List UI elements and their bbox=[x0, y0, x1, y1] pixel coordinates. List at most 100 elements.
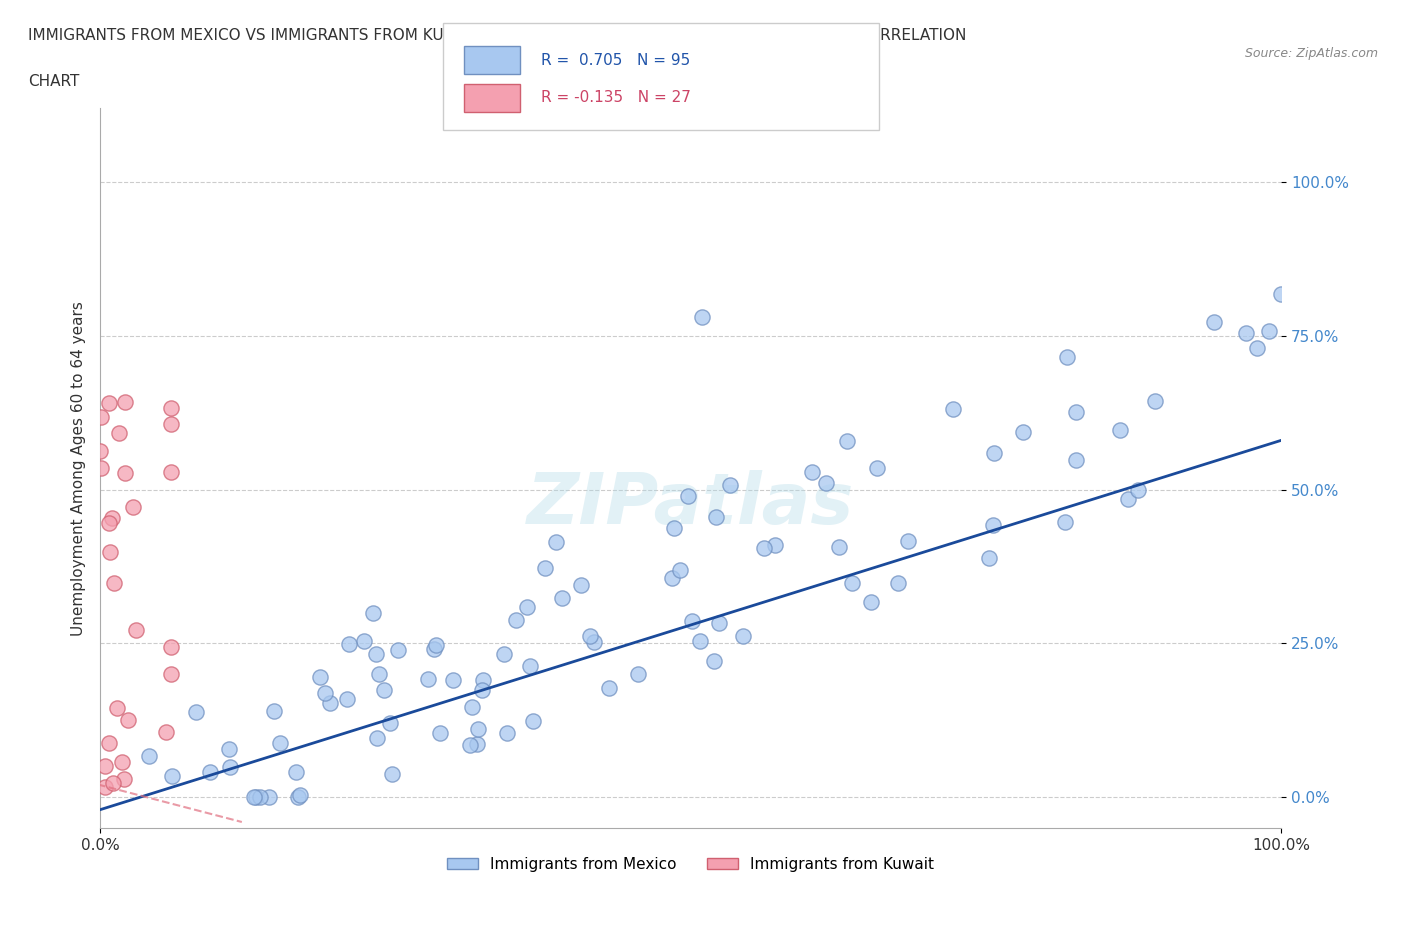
Immigrants from Mexico bbox=[467, 722, 489, 737]
Immigrants from Kuwait bbox=[114, 466, 136, 481]
Immigrants from Mexico bbox=[841, 576, 863, 591]
Immigrants from Kuwait bbox=[114, 395, 136, 410]
Immigrants from Mexico bbox=[1064, 452, 1087, 467]
Immigrants from Mexico bbox=[160, 768, 183, 783]
Immigrants from Mexico bbox=[465, 737, 488, 751]
Immigrants from Mexico bbox=[1012, 424, 1035, 439]
Immigrants from Mexico bbox=[546, 535, 568, 550]
Immigrants from Mexico bbox=[366, 731, 388, 746]
Immigrants from Mexico bbox=[1056, 350, 1078, 365]
Immigrants from Kuwait bbox=[117, 712, 139, 727]
Y-axis label: Unemployment Among Ages 60 to 64 years: Unemployment Among Ages 60 to 64 years bbox=[72, 300, 86, 635]
Immigrants from Kuwait bbox=[98, 395, 121, 410]
Immigrants from Mexico bbox=[471, 672, 494, 687]
Immigrants from Mexico bbox=[243, 790, 266, 804]
Immigrants from Mexico bbox=[598, 681, 620, 696]
Immigrants from Mexico bbox=[423, 642, 446, 657]
Immigrants from Kuwait bbox=[103, 576, 125, 591]
Immigrants from Mexico bbox=[218, 742, 240, 757]
Immigrants from Mexico bbox=[1234, 326, 1257, 340]
Immigrants from Mexico bbox=[416, 671, 439, 686]
Text: IMMIGRANTS FROM MEXICO VS IMMIGRANTS FROM KUWAIT UNEMPLOYMENT AMONG AGES 60 TO 6: IMMIGRANTS FROM MEXICO VS IMMIGRANTS FRO… bbox=[28, 28, 966, 43]
Immigrants from Kuwait bbox=[101, 511, 124, 525]
Immigrants from Mexico bbox=[441, 672, 464, 687]
Immigrants from Mexico bbox=[692, 310, 714, 325]
Immigrants from Kuwait bbox=[112, 772, 135, 787]
Immigrants from Mexico bbox=[752, 540, 775, 555]
Immigrants from Mexico bbox=[707, 615, 730, 630]
Immigrants from Mexico bbox=[534, 561, 557, 576]
Immigrants from Mexico bbox=[1064, 405, 1087, 419]
Immigrants from Mexico bbox=[1258, 324, 1281, 339]
Immigrants from Mexico bbox=[288, 788, 311, 803]
Immigrants from Mexico bbox=[522, 713, 544, 728]
Immigrants from Mexico bbox=[505, 612, 527, 627]
Immigrants from Mexico bbox=[458, 738, 481, 753]
Immigrants from Mexico bbox=[983, 445, 1005, 460]
Immigrants from Kuwait bbox=[108, 426, 131, 441]
Immigrants from Mexico bbox=[257, 790, 280, 804]
Immigrants from Mexico bbox=[1116, 492, 1139, 507]
Immigrants from Mexico bbox=[828, 539, 851, 554]
Immigrants from Mexico bbox=[245, 790, 267, 804]
Immigrants from Mexico bbox=[337, 636, 360, 651]
Immigrants from Mexico bbox=[835, 434, 858, 449]
Immigrants from Mexico bbox=[519, 658, 541, 673]
Immigrants from Kuwait bbox=[124, 622, 146, 637]
Immigrants from Mexico bbox=[353, 633, 375, 648]
Immigrants from Mexico bbox=[703, 654, 725, 669]
Immigrants from Mexico bbox=[1246, 341, 1268, 356]
Immigrants from Kuwait bbox=[160, 417, 183, 432]
Immigrants from Mexico bbox=[668, 563, 690, 578]
Immigrants from Kuwait bbox=[93, 759, 115, 774]
Immigrants from Mexico bbox=[704, 509, 727, 524]
Immigrants from Mexico bbox=[138, 749, 160, 764]
Immigrants from Mexico bbox=[361, 605, 384, 620]
Immigrants from Mexico bbox=[815, 475, 838, 490]
Immigrants from Kuwait bbox=[98, 735, 121, 750]
Immigrants from Mexico bbox=[942, 402, 965, 417]
Immigrants from Mexico bbox=[800, 465, 823, 480]
Immigrants from Kuwait bbox=[90, 410, 112, 425]
Immigrants from Mexico bbox=[981, 518, 1004, 533]
Immigrants from Mexico bbox=[492, 646, 515, 661]
Immigrants from Mexico bbox=[308, 670, 330, 684]
Immigrants from Mexico bbox=[218, 759, 240, 774]
Immigrants from Mexico bbox=[366, 646, 388, 661]
Immigrants from Mexico bbox=[373, 683, 395, 698]
Immigrants from Mexico bbox=[495, 726, 517, 741]
Immigrants from Mexico bbox=[314, 686, 336, 701]
Immigrants from Kuwait bbox=[160, 666, 183, 681]
Immigrants from Mexico bbox=[689, 633, 711, 648]
Immigrants from Mexico bbox=[676, 488, 699, 503]
Immigrants from Mexico bbox=[859, 594, 882, 609]
Immigrants from Kuwait bbox=[105, 700, 128, 715]
Text: CHART: CHART bbox=[28, 74, 80, 89]
Immigrants from Mexico bbox=[318, 696, 340, 711]
Immigrants from Mexico bbox=[184, 705, 207, 720]
Immigrants from Mexico bbox=[198, 764, 221, 779]
Immigrants from Mexico bbox=[249, 790, 271, 804]
Immigrants from Mexico bbox=[471, 683, 494, 698]
Immigrants from Mexico bbox=[569, 578, 592, 592]
Immigrants from Mexico bbox=[887, 576, 910, 591]
Immigrants from Mexico bbox=[897, 534, 920, 549]
Immigrants from Mexico bbox=[367, 667, 389, 682]
Immigrants from Mexico bbox=[284, 764, 307, 779]
Immigrants from Kuwait bbox=[89, 444, 111, 458]
Immigrants from Mexico bbox=[269, 736, 291, 751]
Immigrants from Kuwait bbox=[155, 724, 177, 739]
Immigrants from Mexico bbox=[582, 634, 605, 649]
Immigrants from Kuwait bbox=[103, 776, 125, 790]
Immigrants from Mexico bbox=[387, 643, 409, 658]
Immigrants from Mexico bbox=[429, 725, 451, 740]
Text: R = -0.135   N = 27: R = -0.135 N = 27 bbox=[541, 90, 692, 105]
Immigrants from Mexico bbox=[763, 538, 786, 553]
Immigrants from Mexico bbox=[425, 637, 447, 652]
Immigrants from Mexico bbox=[1126, 483, 1149, 498]
Immigrants from Kuwait bbox=[98, 516, 121, 531]
Immigrants from Mexico bbox=[579, 629, 602, 644]
Immigrants from Kuwait bbox=[160, 639, 183, 654]
Immigrants from Mexico bbox=[718, 477, 741, 492]
Immigrants from Kuwait bbox=[98, 545, 121, 560]
